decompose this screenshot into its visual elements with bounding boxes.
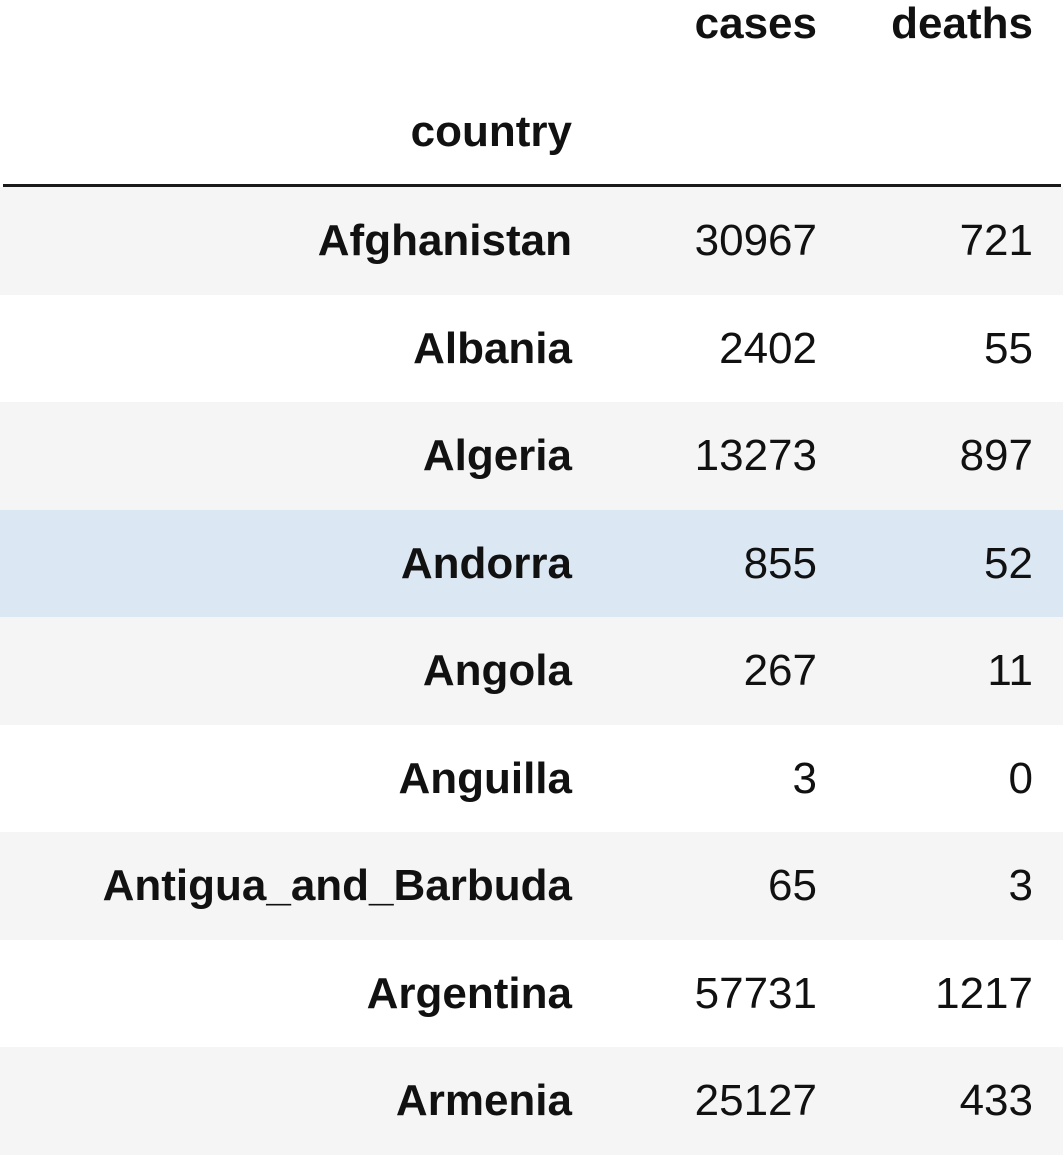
- row-index-label: Algeria: [422, 431, 572, 480]
- row-index-label: Afghanistan: [317, 216, 572, 265]
- cases-cell: 267: [743, 646, 817, 695]
- row-index-label: Angola: [422, 646, 572, 695]
- deaths-cell: 897: [959, 431, 1033, 480]
- table-row: Albania 2402 55: [0, 294, 1063, 402]
- cases-cell: 855: [743, 538, 817, 588]
- deaths-cell: 11: [987, 646, 1033, 695]
- index-name-header: country: [410, 107, 572, 156]
- deaths-cell: 0: [1008, 753, 1033, 803]
- deaths-cell: 433: [959, 1076, 1033, 1125]
- cases-cell: 3: [792, 753, 817, 803]
- row-index-label: Armenia: [395, 1076, 572, 1125]
- table-row-highlighted: Andorra 855 52: [0, 509, 1063, 617]
- cases-cell: 25127: [694, 1076, 817, 1125]
- table-row: Antigua_and_Barbuda 65 3: [0, 832, 1063, 940]
- deaths-cell: 721: [959, 216, 1033, 265]
- table-row: Algeria 13273 897: [0, 402, 1063, 510]
- table-body: Afghanistan 30967 721 Albania 2402 55 Al…: [0, 187, 1063, 1155]
- table-row: Afghanistan 30967 721: [0, 187, 1063, 295]
- row-index-label: Andorra: [400, 538, 572, 588]
- row-index-label: Albania: [413, 323, 572, 373]
- column-header-deaths: deaths: [891, 0, 1033, 48]
- deaths-cell: 3: [1008, 861, 1033, 910]
- header-divider: [3, 184, 1061, 187]
- index-header-row: country: [0, 80, 1063, 184]
- cases-cell: 30967: [694, 216, 817, 265]
- column-header-cases: cases: [694, 0, 817, 48]
- column-header-row: cases deaths: [0, 0, 1063, 80]
- cases-cell: 13273: [694, 431, 817, 480]
- row-index-label: Argentina: [366, 968, 572, 1018]
- cases-cell: 2402: [719, 323, 817, 373]
- row-index-label: Antigua_and_Barbuda: [102, 861, 572, 910]
- table-row: Anguilla 3 0: [0, 724, 1063, 832]
- cases-cell: 57731: [694, 968, 817, 1018]
- deaths-cell: 52: [984, 538, 1033, 588]
- deaths-cell: 1217: [935, 968, 1033, 1018]
- table-row: Armenia 25127 433: [0, 1047, 1063, 1155]
- deaths-cell: 55: [984, 323, 1033, 373]
- row-index-label: Anguilla: [398, 753, 572, 803]
- table-row: Angola 267 11: [0, 617, 1063, 725]
- cases-cell: 65: [768, 861, 817, 910]
- table-row: Argentina 57731 1217: [0, 939, 1063, 1047]
